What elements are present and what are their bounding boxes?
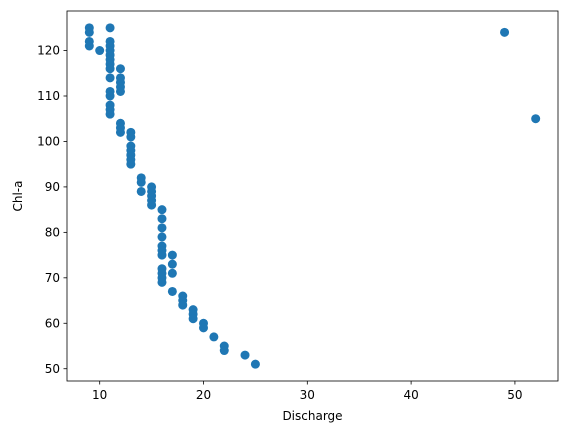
data-point <box>136 186 146 196</box>
data-point <box>105 91 115 101</box>
data-point <box>500 27 510 37</box>
data-point <box>115 86 125 96</box>
data-point <box>105 73 115 83</box>
data-point <box>199 323 208 333</box>
data-point <box>126 159 136 169</box>
data-point <box>250 359 260 369</box>
data-point <box>84 41 94 51</box>
data-point <box>240 350 250 360</box>
y-tick-label: 100 <box>37 135 60 149</box>
data-point <box>157 232 167 242</box>
data-point <box>178 300 188 310</box>
y-axis: 50 60 70 80 90 100 110 120 <box>37 44 67 376</box>
data-point <box>105 64 115 74</box>
data-point <box>136 177 146 187</box>
x-tick-label: 20 <box>196 388 211 402</box>
data-point <box>147 200 157 210</box>
x-axis-label: Discharge <box>282 409 342 423</box>
y-tick-label: 110 <box>37 89 60 103</box>
y-tick-label: 80 <box>45 226 60 240</box>
x-tick-label: 50 <box>507 388 522 402</box>
y-tick-label: 120 <box>37 44 60 58</box>
y-tick-label: 90 <box>45 180 60 194</box>
x-tick-label: 30 <box>300 388 315 402</box>
data-point <box>84 27 94 37</box>
y-tick-label: 60 <box>45 316 60 330</box>
data-point <box>167 259 177 269</box>
data-point <box>167 286 177 296</box>
plot-area <box>67 11 558 381</box>
data-point <box>531 114 541 124</box>
data-point <box>105 109 115 119</box>
data-points <box>84 23 541 369</box>
data-point <box>157 223 167 233</box>
y-tick-label: 50 <box>45 362 60 376</box>
data-point <box>167 250 177 260</box>
data-point <box>126 132 136 142</box>
data-point <box>157 205 167 215</box>
plot-frame <box>66 10 559 382</box>
data-point <box>115 64 125 74</box>
x-axis: 10 20 30 40 50 <box>92 381 523 402</box>
y-tick-label: 70 <box>45 271 60 285</box>
data-point <box>115 127 125 137</box>
data-point <box>95 46 105 56</box>
y-axis-label: Chl-a <box>11 180 25 211</box>
data-point <box>157 214 167 224</box>
data-point <box>219 346 229 356</box>
data-point <box>188 314 198 324</box>
data-point <box>167 268 177 278</box>
x-tick-label: 10 <box>92 388 107 402</box>
x-tick-label: 40 <box>403 388 418 402</box>
data-point <box>157 250 167 260</box>
data-point <box>157 277 167 287</box>
data-point <box>209 332 219 342</box>
data-point <box>105 23 115 33</box>
